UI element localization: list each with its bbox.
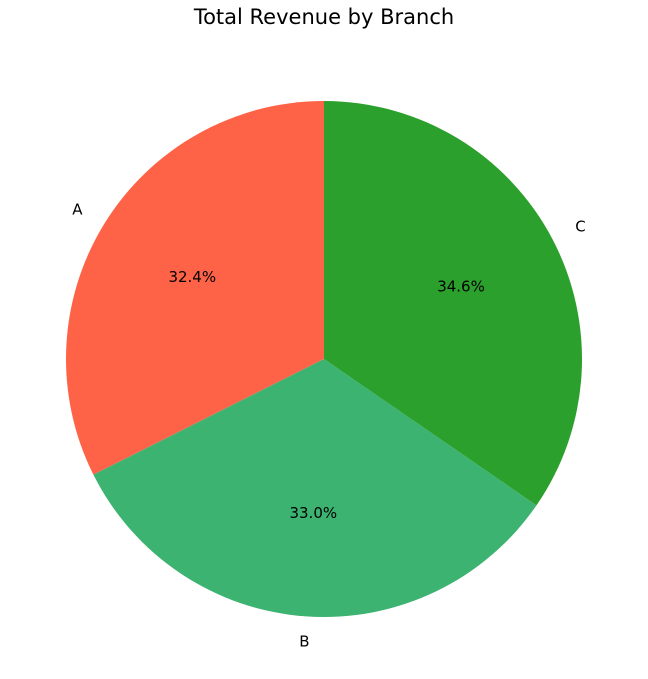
slice-label: A xyxy=(72,200,83,218)
value-label: 34.6% xyxy=(437,277,485,295)
value-label: 32.4% xyxy=(168,268,216,286)
slice-label: C xyxy=(575,217,585,235)
pie-slice xyxy=(66,101,325,475)
chart-title: Total Revenue by Branch xyxy=(193,5,454,29)
pie-slice xyxy=(93,359,537,617)
value-label: 33.0% xyxy=(289,504,337,522)
pie-slice xyxy=(324,101,583,506)
slice-label: B xyxy=(299,633,309,651)
